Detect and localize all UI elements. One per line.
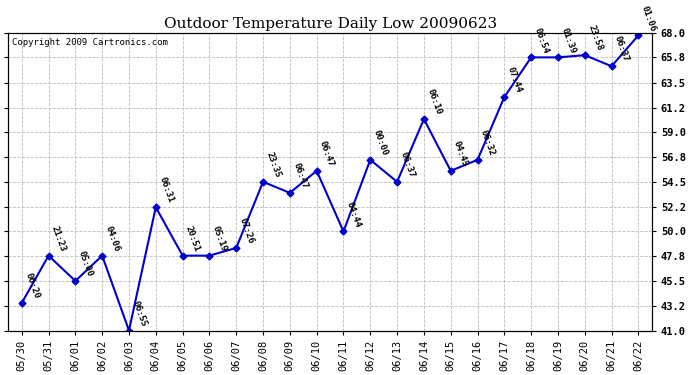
Title: Outdoor Temperature Daily Low 20090623: Outdoor Temperature Daily Low 20090623 [164,16,497,31]
Text: 04:45: 04:45 [452,140,470,168]
Text: 06:31: 06:31 [157,176,175,204]
Text: 07:44: 07:44 [506,66,524,94]
Text: 00:00: 00:00 [372,129,389,157]
Text: 20:51: 20:51 [184,225,201,253]
Text: 01:06: 01:06 [640,4,658,33]
Text: 23:58: 23:58 [586,24,604,52]
Text: 06:47: 06:47 [318,140,336,168]
Text: 21:23: 21:23 [50,225,68,253]
Text: 06:10: 06:10 [425,88,443,116]
Text: 06:37: 06:37 [399,151,416,179]
Text: 04:44: 04:44 [345,200,362,229]
Text: 04:06: 04:06 [104,225,121,253]
Text: 06:37: 06:37 [613,35,631,63]
Text: 05:19: 05:19 [211,225,228,253]
Text: Copyright 2009 Cartronics.com: Copyright 2009 Cartronics.com [12,38,168,46]
Text: 07:26: 07:26 [237,217,255,245]
Text: 06:32: 06:32 [479,129,497,157]
Text: 05:00: 05:00 [77,250,95,278]
Text: 01:39: 01:39 [560,26,577,55]
Text: 06:20: 06:20 [23,272,41,300]
Text: 06:47: 06:47 [291,162,309,190]
Text: 06:55: 06:55 [130,300,148,328]
Text: 23:35: 23:35 [264,151,282,179]
Text: 06:54: 06:54 [533,26,550,55]
